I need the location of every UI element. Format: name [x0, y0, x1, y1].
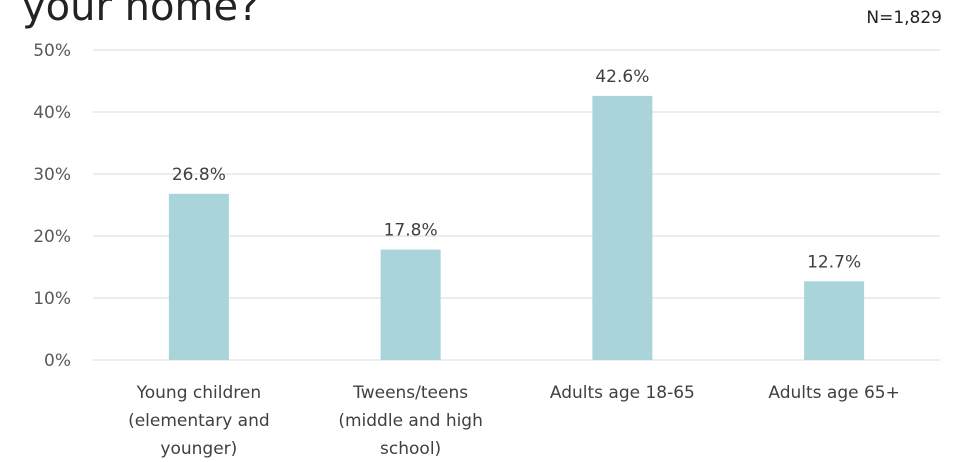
y-tick-label: 50%: [33, 41, 71, 61]
x-category-label-line: Young children: [136, 383, 261, 403]
x-category-label-line: Adults age 65+: [768, 383, 900, 403]
data-labels: 26.8% 17.8% 42.6% 12.7%: [172, 67, 861, 272]
x-category-label: Young children (elementary and younger): [128, 383, 270, 459]
y-tick-label: 10%: [33, 289, 71, 309]
bar: [592, 95, 653, 360]
y-tick-label: 0%: [44, 351, 71, 371]
bars: [168, 95, 865, 360]
gridlines: [93, 49, 940, 361]
x-category-label-line: (elementary and: [128, 411, 270, 431]
x-category-label-line: Tweens/teens: [352, 383, 468, 403]
bar: [804, 281, 865, 360]
bar: [380, 249, 441, 360]
x-axis-category-labels: Young children (elementary and younger) Twe…: [128, 383, 900, 459]
y-axis-tick-labels: 0% 10% 20% 30% 40% 50%: [33, 41, 71, 371]
x-category-label-line: younger): [160, 439, 237, 459]
sample-size-label: N=1,829: [866, 8, 942, 28]
data-label: 42.6%: [595, 67, 649, 87]
x-category-label: Adults age 18-65: [550, 383, 695, 403]
data-label: 26.8%: [172, 165, 226, 185]
x-category-label: Adults age 65+: [768, 383, 900, 403]
x-category-label: Tweens/teens (middle and high school): [338, 383, 483, 459]
y-tick-label: 30%: [33, 165, 71, 185]
x-category-label-line: school): [380, 439, 441, 459]
data-label: 12.7%: [807, 252, 861, 272]
chart-title: your home?: [22, 0, 260, 30]
y-tick-label: 20%: [33, 227, 71, 247]
y-tick-label: 40%: [33, 103, 71, 123]
x-category-label-line: Adults age 18-65: [550, 383, 695, 403]
data-label: 17.8%: [384, 221, 438, 241]
bar: [168, 193, 229, 360]
x-category-label-line: (middle and high: [338, 411, 483, 431]
